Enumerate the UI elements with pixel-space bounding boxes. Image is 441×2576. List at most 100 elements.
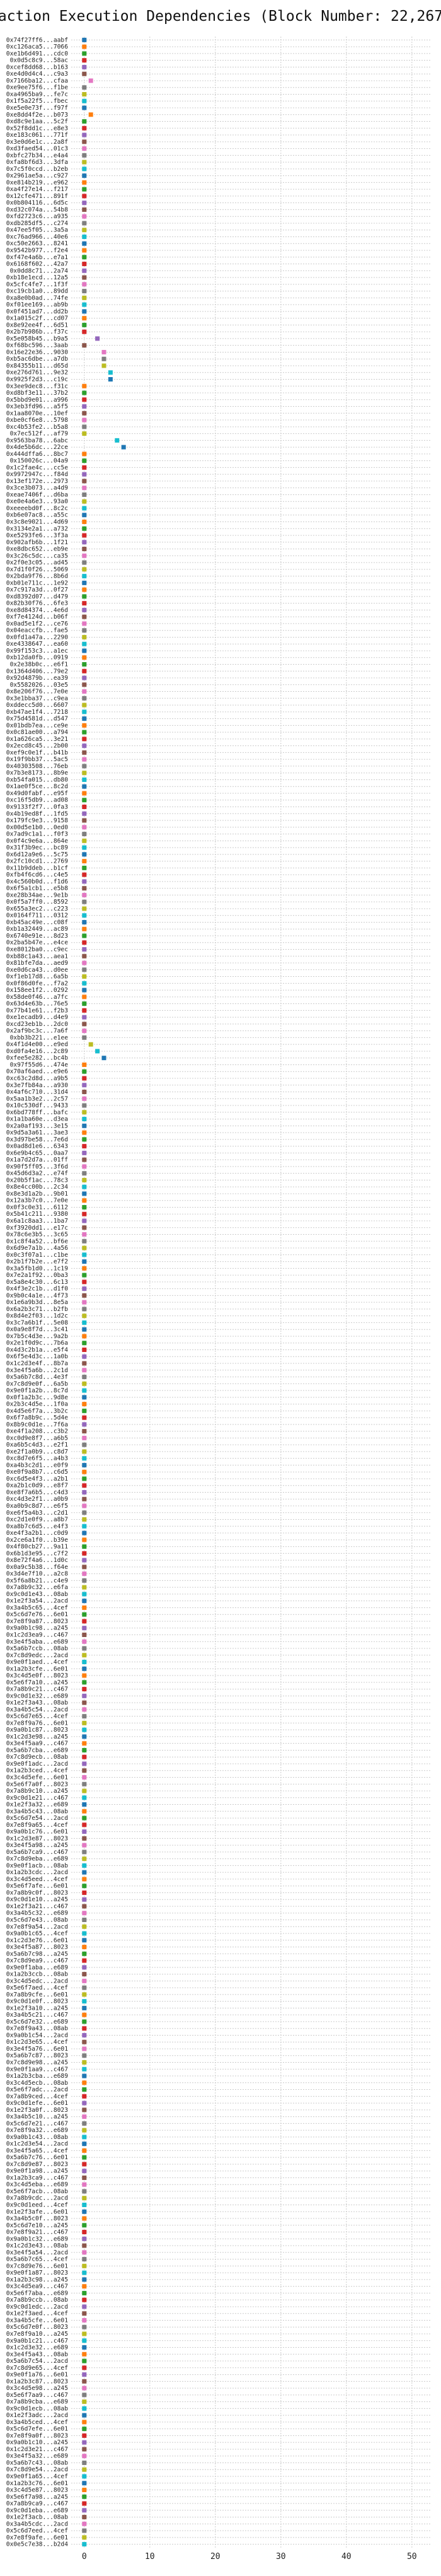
tx-marker (82, 709, 87, 714)
tx-hash-label: 0xa8b7c6d5...e4f3 (6, 1523, 68, 1530)
tx-marker (82, 1408, 87, 1413)
tx-marker (82, 1544, 87, 1549)
tx-hash-label: 0x1e2f3aed...4cef (6, 2311, 68, 2317)
tx-hash-label: 0xe9ee75f6...f1be (6, 85, 68, 91)
tx-marker (82, 1191, 87, 1196)
tx-marker (82, 1164, 87, 1169)
tx-hash-label: 0x7b5c4d3e...9a2b (6, 1333, 68, 1340)
tx-hash-label: 0x1e2f3a0f...8023 (6, 2107, 68, 2114)
tx-hash-label: 0x1a1ba60e...d3ea (6, 1116, 68, 1123)
tx-marker (95, 1049, 100, 1054)
tx-hash-label: 0x2a0af193...3e15 (6, 1122, 68, 1129)
tx-hash-label: 0x7ad9c1a1...f0f3 (6, 831, 68, 838)
tx-marker (82, 574, 87, 579)
tx-hash-label: 0x9a0b1c43...08ab (6, 2134, 68, 2141)
tx-marker (82, 282, 87, 287)
tx-hash-label: 0x5aa1b3e2...2c57 (6, 1095, 68, 1102)
tx-hash-label: 0x7c917a3d...0f27 (6, 586, 68, 593)
tx-marker (82, 1761, 87, 1766)
tx-marker (82, 1327, 87, 1332)
tx-hash-label: 0x8e3d1a2b...9b01 (6, 1191, 68, 1198)
tx-marker (82, 173, 87, 178)
tx-hash-label: 0x04eaccfb...fae5 (6, 627, 68, 634)
tx-marker (82, 2101, 87, 2106)
tx-hash-label: 0x444dffa6...8bc7 (6, 451, 68, 458)
tx-hash-label: 0x4f3e2c1b...d1f0 (6, 1286, 68, 1293)
tx-hash-label: 0x4c560b0d...f1d6 (6, 878, 68, 885)
tx-hash-label: 0x7e8f9a10...a245 (6, 2331, 68, 2338)
tx-hash-label: 0x7c8d9e0f...6a5b (6, 1380, 68, 1387)
tx-marker (82, 322, 87, 327)
tx-hash-label: 0x9a0b1c21...c467 (6, 2338, 68, 2345)
tx-hash-label: 0x81bfe7da...aed9 (6, 960, 68, 967)
tx-hash-label: 0x2fc10cd1...2769 (6, 858, 68, 865)
tx-hash-label: 0x45d6d3a2...e74f (6, 1170, 68, 1177)
tx-marker (82, 2080, 87, 2085)
tx-marker (82, 2338, 87, 2343)
tx-hash-label: 0xb18e1ecd...12a5 (6, 274, 68, 281)
tx-marker (82, 1456, 87, 1461)
tx-marker (101, 349, 106, 354)
tx-marker (82, 2155, 87, 2160)
tx-marker (82, 1537, 87, 1542)
tx-hash-label: 0x6e9b4c65...0aa7 (6, 1150, 68, 1157)
tx-marker (82, 1354, 87, 1359)
tx-hash-label: 0x82b30f76...6fe3 (6, 600, 68, 607)
tx-hash-label: 0x1a2b3c87...8023 (6, 2378, 68, 2385)
tx-marker (82, 1422, 87, 1427)
tx-hash-label: 0xcef8dd68...b163 (6, 64, 68, 71)
tx-hash-label: 0x3e4f5a6b...2c1d (6, 1367, 68, 1374)
tx-hash-label: 0xe183c061...771f (6, 132, 68, 139)
tx-hash-label: 0x0d5c8c9...58ac (10, 57, 68, 64)
tx-hash-label: 0x6a1c8aa3...1ba7 (6, 1218, 68, 1225)
tx-hash-label: 0x3e4f5aba...e689 (6, 1638, 68, 1645)
tx-hash-label: 0xf7e4124d...b06f (6, 614, 68, 621)
tx-hash-label: 0x9c0d1e0f...8023 (6, 1998, 68, 2005)
tx-hash-label: 0x9563ba78...6abc (6, 437, 68, 444)
tx-hash-label: 0x9a0b1c76...6e01 (6, 1829, 68, 1836)
tx-marker (82, 1415, 87, 1420)
tx-hash-label: 0x3a4b5c54...2acd (6, 1706, 68, 1713)
tx-marker (82, 1184, 87, 1189)
tx-hash-label: 0x0f4c9e6a...864e (6, 837, 68, 844)
tx-marker (82, 1992, 87, 1997)
tx-marker (82, 479, 87, 484)
tx-hash-label: 0x1c2d3e65...4cef (6, 2039, 68, 2046)
tx-marker (82, 553, 87, 558)
tx-hash-label: 0x3e4f5aa9...c467 (6, 1740, 68, 1747)
tx-hash-label: 0x3e4f5a43...08ab (6, 2351, 68, 2358)
tx-marker (82, 1565, 87, 1570)
tx-marker (82, 58, 87, 63)
tx-marker (82, 1897, 87, 1902)
tx-marker (82, 2528, 87, 2533)
tx-marker (82, 2094, 87, 2099)
tx-hash-label: 0x20b5f1ac...78c3 (6, 1177, 68, 1184)
tx-marker (82, 2535, 87, 2540)
tx-marker (82, 64, 87, 69)
tx-hash-label: 0x00d5e1b0...0ed0 (6, 824, 68, 831)
tx-marker (82, 119, 87, 124)
tx-hash-label: 0x11b9ddeb...b1cf (6, 865, 68, 871)
tx-marker (82, 730, 87, 735)
tx-hash-label: 0x8d4e2f03...1d2c (6, 1313, 68, 1320)
tx-hash-label: 0xb1a32449...ac89 (6, 926, 68, 933)
x-tick-label: 10 (145, 2552, 155, 2561)
tx-marker (82, 2311, 87, 2316)
tx-marker (82, 798, 87, 803)
tx-marker (82, 91, 87, 96)
tx-marker (82, 1069, 87, 1074)
tx-marker (82, 1775, 87, 1780)
tx-hash-label: 0x9e0f1adc...2acd (6, 1761, 68, 1768)
tx-marker (82, 2142, 87, 2147)
tx-marker (82, 424, 87, 429)
tx-hash-label: 0x5a6b7cba...e689 (6, 1747, 68, 1754)
tx-hash-label: 0xe8dd4f2e...b073 (6, 112, 68, 119)
tx-marker (82, 614, 87, 619)
tx-marker (82, 519, 87, 524)
tx-hash-label: 0xe5e0e73f...f97f (6, 105, 68, 112)
tx-marker (82, 1856, 87, 1862)
tx-marker (82, 1503, 87, 1508)
tx-hash-label: 0xd0fa4e16...2c89 (6, 1048, 68, 1055)
tx-hash-label: 0x9c0d1e10...a245 (6, 1896, 68, 1903)
tx-hash-label: 0x5c6d7e10...a245 (6, 2222, 68, 2229)
